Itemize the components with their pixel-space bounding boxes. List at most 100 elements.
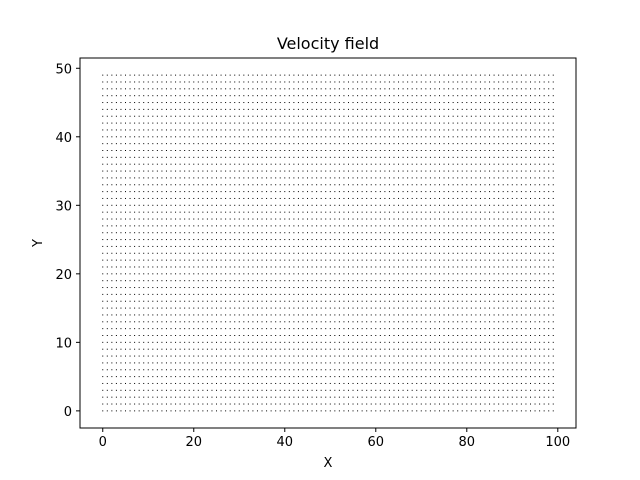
vector-point xyxy=(329,239,331,241)
vector-point xyxy=(275,156,277,158)
vector-point xyxy=(507,280,509,282)
vector-point xyxy=(288,150,290,151)
vector-point xyxy=(175,218,177,220)
vector-point xyxy=(552,362,554,364)
vector-point xyxy=(111,335,113,336)
vector-point xyxy=(216,197,218,199)
vector-point xyxy=(134,115,136,117)
vector-point xyxy=(347,211,349,213)
vector-point xyxy=(425,355,427,357)
vector-point xyxy=(275,314,277,316)
vector-point xyxy=(498,102,500,104)
vector-point xyxy=(225,170,227,172)
vector-point xyxy=(293,177,295,179)
vector-point xyxy=(106,204,108,206)
vector-point xyxy=(325,259,327,261)
vector-point xyxy=(416,328,418,330)
vector-point xyxy=(120,156,122,158)
vector-point xyxy=(134,259,136,261)
vector-point xyxy=(357,307,359,309)
vector-point xyxy=(539,108,541,110)
vector-point xyxy=(402,204,404,206)
vector-point xyxy=(288,102,290,104)
vector-point xyxy=(461,143,463,145)
vector-point xyxy=(266,355,268,357)
vector-point xyxy=(293,396,295,398)
vector-point xyxy=(493,156,495,158)
vector-point xyxy=(243,122,245,124)
vector-point xyxy=(206,218,208,220)
vector-point xyxy=(156,239,158,241)
vector-point xyxy=(448,95,450,97)
vector-point xyxy=(125,389,126,391)
vector-point xyxy=(534,369,536,371)
vector-point xyxy=(170,170,172,172)
vector-point xyxy=(475,218,477,220)
vector-point xyxy=(125,129,126,131)
vector-point xyxy=(120,369,122,371)
vector-point xyxy=(293,300,295,302)
vector-point xyxy=(220,273,222,275)
vector-point xyxy=(115,403,117,405)
vector-point xyxy=(234,293,236,295)
vector-point xyxy=(489,252,491,254)
vector-point xyxy=(516,74,518,76)
vector-point xyxy=(197,314,199,316)
vector-point xyxy=(170,389,172,391)
vector-point xyxy=(347,156,349,158)
vector-point xyxy=(129,280,131,282)
vector-point xyxy=(220,382,222,384)
vector-point xyxy=(470,204,472,206)
vector-point xyxy=(184,382,186,384)
vector-point xyxy=(206,74,208,76)
vector-point xyxy=(143,218,145,220)
vector-point xyxy=(302,376,304,378)
vector-point xyxy=(129,300,131,302)
vector-point xyxy=(534,88,536,90)
vector-point xyxy=(443,287,445,289)
vector-point xyxy=(438,335,440,336)
vector-point xyxy=(516,108,518,110)
vector-point xyxy=(388,300,390,302)
vector-point xyxy=(247,136,249,138)
vector-point xyxy=(106,273,108,275)
vector-point xyxy=(211,321,213,323)
vector-point xyxy=(530,239,531,241)
vector-point xyxy=(511,170,513,172)
vector-point xyxy=(543,328,545,330)
vector-point xyxy=(220,293,222,295)
vector-point xyxy=(325,150,327,151)
vector-point xyxy=(498,252,500,254)
vector-point xyxy=(516,225,518,227)
vector-point xyxy=(507,95,509,97)
vector-point xyxy=(457,403,459,405)
vector-point xyxy=(329,136,331,138)
vector-point xyxy=(188,163,190,165)
vector-point xyxy=(475,245,477,247)
vector-point xyxy=(279,293,281,295)
vector-point xyxy=(170,382,172,384)
vector-point xyxy=(379,115,381,117)
vector-point xyxy=(238,204,240,206)
vector-point xyxy=(384,252,386,254)
vector-point xyxy=(238,410,240,412)
vector-point xyxy=(234,328,236,330)
vector-point xyxy=(147,389,149,391)
vector-point xyxy=(516,389,518,391)
vector-point xyxy=(511,122,513,124)
vector-point xyxy=(411,88,413,90)
vector-point xyxy=(297,239,299,241)
vector-point xyxy=(329,369,331,371)
vector-point xyxy=(329,156,331,158)
vector-point xyxy=(466,396,468,398)
vector-point xyxy=(357,280,359,282)
vector-point xyxy=(407,355,409,357)
vector-point xyxy=(170,136,172,138)
vector-point xyxy=(416,355,418,357)
vector-point xyxy=(143,328,145,330)
vector-point xyxy=(206,88,208,90)
vector-point xyxy=(220,122,222,124)
vector-point xyxy=(457,252,459,254)
vector-point xyxy=(429,170,431,172)
vector-point xyxy=(311,102,313,104)
